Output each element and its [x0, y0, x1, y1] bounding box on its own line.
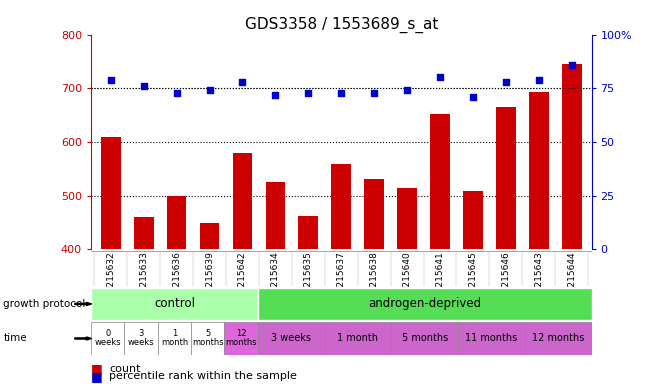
Text: count: count: [109, 364, 140, 374]
Bar: [101, 137, 121, 384]
Point: [237, 79, 248, 85]
Text: 12
months: 12 months: [226, 329, 257, 348]
Point: [172, 89, 182, 96]
Text: time: time: [3, 333, 27, 344]
Bar: [332, 164, 351, 384]
Text: GSM215646: GSM215646: [501, 251, 510, 306]
Point: [435, 74, 445, 81]
Bar: [158, 322, 191, 355]
Text: 3 weeks: 3 weeks: [271, 333, 311, 344]
Point: [402, 87, 412, 93]
Bar: [496, 107, 515, 384]
Bar: [134, 217, 153, 384]
Point: [270, 92, 281, 98]
Text: GSM215632: GSM215632: [106, 251, 115, 306]
Bar: [224, 322, 258, 355]
Text: 0
weeks: 0 weeks: [94, 329, 121, 348]
Bar: [397, 187, 417, 384]
Text: percentile rank within the sample: percentile rank within the sample: [109, 371, 297, 381]
Text: GSM215639: GSM215639: [205, 251, 214, 306]
Point: [468, 94, 478, 100]
Text: GSM215642: GSM215642: [238, 251, 247, 306]
Text: GSM215643: GSM215643: [534, 251, 543, 306]
Text: GSM215633: GSM215633: [139, 251, 148, 306]
Bar: [91, 288, 258, 320]
Bar: [298, 216, 318, 384]
Bar: [562, 64, 582, 384]
Point: [534, 76, 544, 83]
Bar: [529, 92, 549, 384]
Text: GSM215635: GSM215635: [304, 251, 313, 306]
Bar: [258, 288, 592, 320]
Point: [369, 89, 380, 96]
Text: GSM215636: GSM215636: [172, 251, 181, 306]
Point: [204, 87, 214, 93]
Text: ■: ■: [91, 362, 103, 375]
Bar: [233, 152, 252, 384]
Point: [567, 61, 577, 68]
Text: GSM215640: GSM215640: [402, 251, 411, 306]
Text: GSM215645: GSM215645: [469, 251, 478, 306]
Text: growth protocol: growth protocol: [3, 299, 86, 309]
Bar: [525, 322, 592, 355]
Point: [138, 83, 149, 89]
Text: 12 months: 12 months: [532, 333, 584, 344]
Text: 1 month: 1 month: [337, 333, 378, 344]
Text: GSM215638: GSM215638: [370, 251, 379, 306]
Text: 11 months: 11 months: [465, 333, 517, 344]
Text: 1
month: 1 month: [161, 329, 188, 348]
Bar: [364, 179, 384, 384]
Point: [500, 79, 511, 85]
Bar: [324, 322, 391, 355]
Point: [336, 89, 346, 96]
Text: GSM215637: GSM215637: [337, 251, 346, 306]
Bar: [124, 322, 158, 355]
Bar: [265, 182, 285, 384]
Text: 5
months: 5 months: [192, 329, 224, 348]
Text: androgen-deprived: androgen-deprived: [368, 298, 481, 310]
Text: GSM215634: GSM215634: [271, 251, 280, 306]
Text: 5 months: 5 months: [402, 333, 448, 344]
Bar: [391, 322, 458, 355]
Bar: [167, 195, 187, 384]
Text: GSM215641: GSM215641: [436, 251, 445, 306]
Bar: [458, 322, 525, 355]
Bar: [258, 322, 324, 355]
Point: [105, 76, 116, 83]
Bar: [200, 223, 220, 384]
Bar: [430, 114, 450, 384]
Title: GDS3358 / 1553689_s_at: GDS3358 / 1553689_s_at: [244, 17, 438, 33]
Bar: [463, 191, 483, 384]
Bar: [191, 322, 224, 355]
Text: 3
weeks: 3 weeks: [128, 329, 154, 348]
Bar: [91, 322, 124, 355]
Point: [303, 89, 313, 96]
Text: GSM215644: GSM215644: [567, 251, 577, 306]
Text: control: control: [154, 298, 195, 310]
Text: ■: ■: [91, 370, 103, 383]
